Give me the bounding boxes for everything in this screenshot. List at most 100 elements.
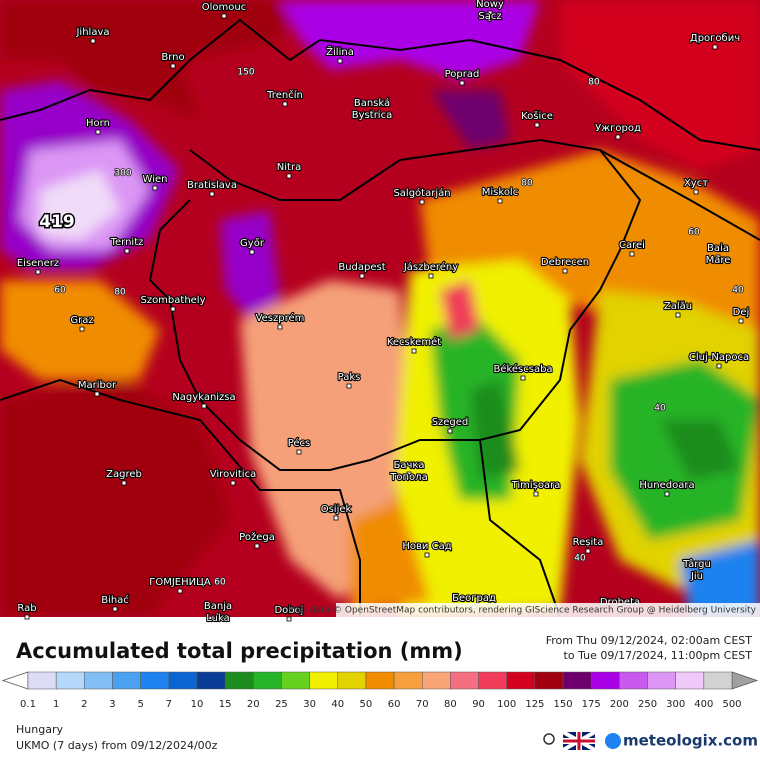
contour-label: 60	[214, 578, 226, 588]
city-dot	[715, 254, 721, 260]
legend-label: 150	[553, 699, 572, 710]
city-dot	[121, 480, 127, 486]
city-label: Jihlava	[75, 27, 109, 38]
city-label: Baia Mare	[706, 243, 731, 266]
city-label: Trenčín	[266, 89, 303, 101]
contour-label: 150	[237, 68, 254, 78]
city-dot	[716, 363, 722, 369]
city-label: Wien	[143, 174, 168, 185]
date-to: to Tue 09/17/2024, 11:00pm CEST	[564, 649, 753, 662]
city-dot	[369, 109, 375, 115]
city-label: Žilina	[326, 45, 354, 58]
city-label: Carei	[619, 240, 645, 251]
city-label: Virovitica	[210, 469, 256, 480]
legend-label: 80	[444, 699, 457, 710]
city-dot	[112, 606, 118, 612]
legend-label: 20	[247, 699, 260, 710]
city-label: Дрогобич	[690, 33, 740, 44]
legend-swatch	[703, 671, 733, 690]
legend-swatch	[534, 671, 564, 690]
contour-label: 40	[654, 404, 666, 414]
legend-swatch	[196, 671, 226, 690]
legend-swatch	[55, 671, 85, 690]
city-dot	[215, 612, 221, 618]
legend-swatch	[506, 671, 536, 690]
city-dot	[79, 326, 85, 332]
legend-swatch	[224, 671, 254, 690]
legend-swatch	[562, 671, 592, 690]
city-label: Szeged	[432, 417, 469, 428]
legend-label: 175	[582, 699, 601, 710]
city-dot	[497, 198, 503, 204]
city-dot	[170, 63, 176, 69]
legend-label: 500	[722, 699, 741, 710]
title: Accumulated total precipitation (mm)	[16, 639, 463, 663]
contour-label: 80	[588, 78, 600, 88]
city-label: Bihać	[101, 594, 129, 606]
city-dot	[209, 191, 215, 197]
city-dot	[124, 248, 130, 254]
hd-icon[interactable]	[543, 733, 555, 745]
city-label: Szombathely	[140, 295, 205, 306]
city-label: Maribor	[78, 380, 117, 391]
city-dot	[296, 449, 302, 455]
legend-label: 15	[219, 699, 232, 710]
contour-label: 80	[521, 179, 533, 189]
city-dot	[359, 273, 365, 279]
legend-high	[731, 671, 759, 690]
city-dot	[177, 588, 183, 594]
legend-swatch	[647, 671, 676, 690]
city-dot	[277, 324, 283, 330]
city-dot	[694, 570, 700, 576]
city-dot	[24, 614, 30, 620]
legend-swatch	[112, 671, 141, 690]
city-dot	[693, 189, 699, 195]
city-dot	[337, 58, 343, 64]
legend-swatch	[309, 671, 339, 690]
city-dot	[201, 403, 207, 409]
legend-label: 40	[331, 699, 344, 710]
legend-label: 7	[166, 699, 172, 710]
city-dot	[712, 44, 718, 50]
city-dot	[333, 515, 339, 521]
city-dot	[585, 548, 591, 554]
city-dot	[424, 552, 430, 558]
legend-label: 300	[666, 699, 685, 710]
city-dot	[664, 491, 670, 497]
legend: 0.1 1 2 3 5 7 10 15 20 25 30 40 50 60 70 80 90 100 125 150 1…	[1, 671, 759, 710]
city-label: Rab	[17, 603, 36, 614]
city-label: Veszprém	[256, 312, 305, 324]
city-label: Budapest	[338, 262, 385, 273]
legend-swatch	[140, 671, 170, 690]
city-label: Хуст	[684, 178, 708, 189]
legend-label: 90	[472, 699, 485, 710]
city-dot	[534, 122, 540, 128]
city-label: Debrecen	[541, 257, 589, 268]
brand-logo	[605, 733, 621, 749]
contour-label: 40	[574, 554, 586, 564]
legend-label: 25	[275, 699, 288, 710]
contour-label: 40	[732, 286, 744, 296]
city-dot	[533, 491, 539, 497]
precip-map	[0, 0, 760, 617]
city-dot	[629, 251, 635, 257]
brand[interactable]: meteologix.com	[623, 732, 758, 750]
city-dot	[406, 471, 412, 477]
legend-label: 50	[360, 699, 373, 710]
city-label: Salgótarján	[393, 187, 450, 199]
legend-swatch	[168, 671, 198, 690]
legend-swatch	[27, 671, 57, 690]
city-label: Timișoara	[511, 480, 561, 491]
region: Hungary	[16, 723, 63, 736]
legend-label: 1	[53, 699, 59, 710]
legend-swatch	[478, 671, 507, 690]
city-dot	[286, 173, 292, 179]
city-dot	[230, 480, 236, 486]
city-dot	[35, 269, 41, 275]
city-dot	[738, 318, 744, 324]
legend-label: 70	[416, 699, 429, 710]
city-label: Cluj-Napoca	[689, 352, 749, 363]
city-label: Dej	[733, 307, 750, 318]
legend-swatch	[619, 671, 648, 690]
max-label: 419	[39, 212, 75, 232]
